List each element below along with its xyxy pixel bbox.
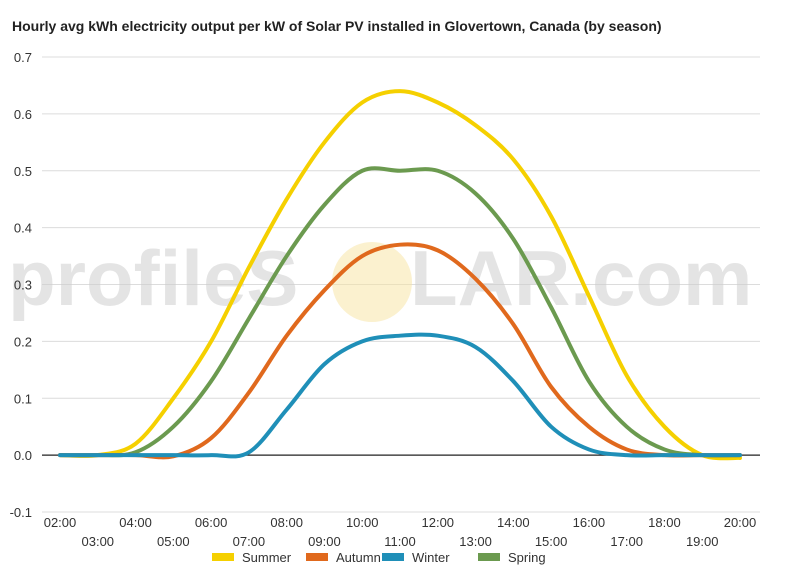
x-tick-label: 02:00 (44, 515, 77, 530)
y-tick-label: 0.5 (14, 164, 32, 179)
chart-title: Hourly avg kWh electricity output per kW… (12, 18, 662, 34)
series-lines (58, 89, 742, 461)
y-tick-label: 0.4 (14, 221, 32, 236)
y-tick-label: 0.0 (14, 448, 32, 463)
x-tick-label: 16:00 (573, 515, 606, 530)
legend-swatch-summer (212, 553, 234, 561)
x-tick-label: 13:00 (459, 534, 492, 549)
x-tick-label: 05:00 (157, 534, 190, 549)
legend-label-summer: Summer (242, 550, 292, 565)
x-tick-label: 14:00 (497, 515, 530, 530)
legend-label-winter: Winter (412, 550, 450, 565)
axes: -0.1 0.0 0.1 0.2 0.3 0.4 0.5 0.6 0.7 02:00 03:00 04… (10, 50, 757, 549)
series-line-winter (58, 332, 742, 459)
series-line-spring (58, 166, 742, 458)
y-tick-label: 0.3 (14, 278, 32, 293)
x-tick-label: 09:00 (308, 534, 341, 549)
legend-label-spring: Spring (508, 550, 546, 565)
x-tick-label: 20:00 (724, 515, 757, 530)
x-tick-label: 19:00 (686, 534, 719, 549)
x-tick-label: 15:00 (535, 534, 568, 549)
legend-swatch-autumn (306, 553, 328, 561)
watermark: profileS LAR.com (8, 234, 752, 322)
x-tick-label: 08:00 (270, 515, 303, 530)
x-tick-label: 03:00 (82, 534, 115, 549)
x-tick-label: 11:00 (384, 534, 416, 549)
y-tick-label: 0.2 (14, 334, 32, 349)
x-tick-label: 17:00 (610, 534, 643, 549)
x-tick-label: 07:00 (233, 534, 266, 549)
x-tick-label: 06:00 (195, 515, 228, 530)
series-line-summer (58, 89, 742, 461)
x-tick-label: 18:00 (648, 515, 681, 530)
legend-label-autumn: Autumn (336, 550, 381, 565)
y-tick-label: -0.1 (10, 505, 32, 520)
x-tick-label: 12:00 (422, 515, 455, 530)
x-tick-label: 04:00 (119, 515, 152, 530)
legend-swatch-winter (382, 553, 404, 561)
x-tick-label: 10:00 (346, 515, 379, 530)
legend-swatch-spring (478, 553, 500, 561)
y-tick-label: 0.1 (14, 391, 32, 406)
legend: Summer Autumn Winter Spring (212, 550, 546, 565)
y-tick-label: 0.6 (14, 107, 32, 122)
watermark-sun-icon (332, 242, 412, 322)
y-tick-label: 0.7 (14, 50, 32, 65)
watermark-text-left: profileS (8, 234, 298, 322)
